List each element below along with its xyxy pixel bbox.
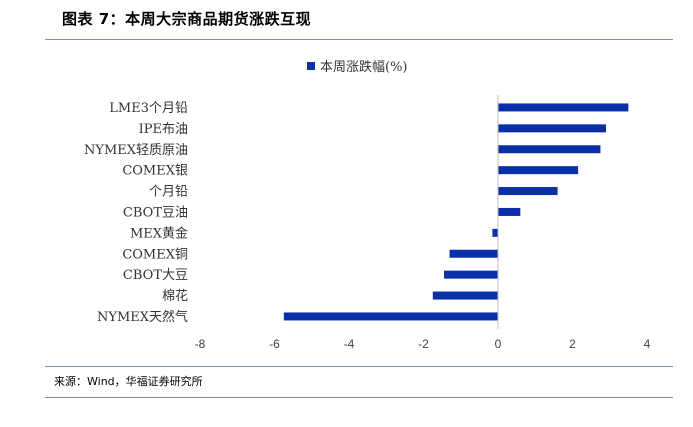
category-label-0: LME3个月铅 xyxy=(109,101,188,116)
bar-4 xyxy=(498,187,558,196)
x-tick-label-2: -4 xyxy=(344,337,355,351)
bars-group xyxy=(283,103,629,321)
category-label-3: COMEX银 xyxy=(122,164,188,179)
category-label-7: COMEX铜 xyxy=(122,247,188,262)
category-label-5: CBOT豆油 xyxy=(123,205,188,220)
page-title: 图表 7：本周大宗商品期货涨跌互现 xyxy=(62,10,312,28)
bar-5 xyxy=(498,207,521,216)
footer-divider xyxy=(45,366,673,367)
x-tick-label-4: 0 xyxy=(495,337,502,351)
bar-1 xyxy=(498,124,607,133)
x-axis-ticks: -8 -6 -4 -2 0 2 4 xyxy=(195,337,651,351)
source-note: 来源：Wind，华福证券研究所 xyxy=(54,375,203,388)
bar-9 xyxy=(432,291,498,300)
bottom-divider xyxy=(45,397,673,398)
category-label-1: IPE布油 xyxy=(139,122,188,137)
x-tick-label-3: -2 xyxy=(418,337,429,351)
bar-6 xyxy=(492,228,498,237)
bar-0 xyxy=(498,103,629,112)
category-label-4: 个月铅 xyxy=(149,185,188,200)
category-label-6: MEX黄金 xyxy=(130,225,188,241)
chart-legend: 本周涨跌幅(%) xyxy=(307,59,408,75)
x-tick-label-0: -8 xyxy=(195,337,206,351)
category-label-9: 棉花 xyxy=(162,288,188,304)
x-tick-label-5: 2 xyxy=(569,337,576,351)
bar-3 xyxy=(498,166,579,175)
bar-2 xyxy=(498,145,601,154)
category-label-2: NYMEX轻质原油 xyxy=(84,143,188,158)
bar-10 xyxy=(283,312,498,321)
top-divider xyxy=(45,39,673,40)
x-tick-label-6: 4 xyxy=(644,337,651,351)
x-tick-label-1: -6 xyxy=(269,337,280,351)
legend-swatch xyxy=(307,62,315,70)
bar-8 xyxy=(443,270,498,279)
category-label-10: NYMEX天然气 xyxy=(97,309,188,325)
legend-label: 本周涨跌幅(%) xyxy=(320,59,408,75)
category-label-8: CBOT大豆 xyxy=(123,268,188,283)
bar-7 xyxy=(449,249,498,258)
